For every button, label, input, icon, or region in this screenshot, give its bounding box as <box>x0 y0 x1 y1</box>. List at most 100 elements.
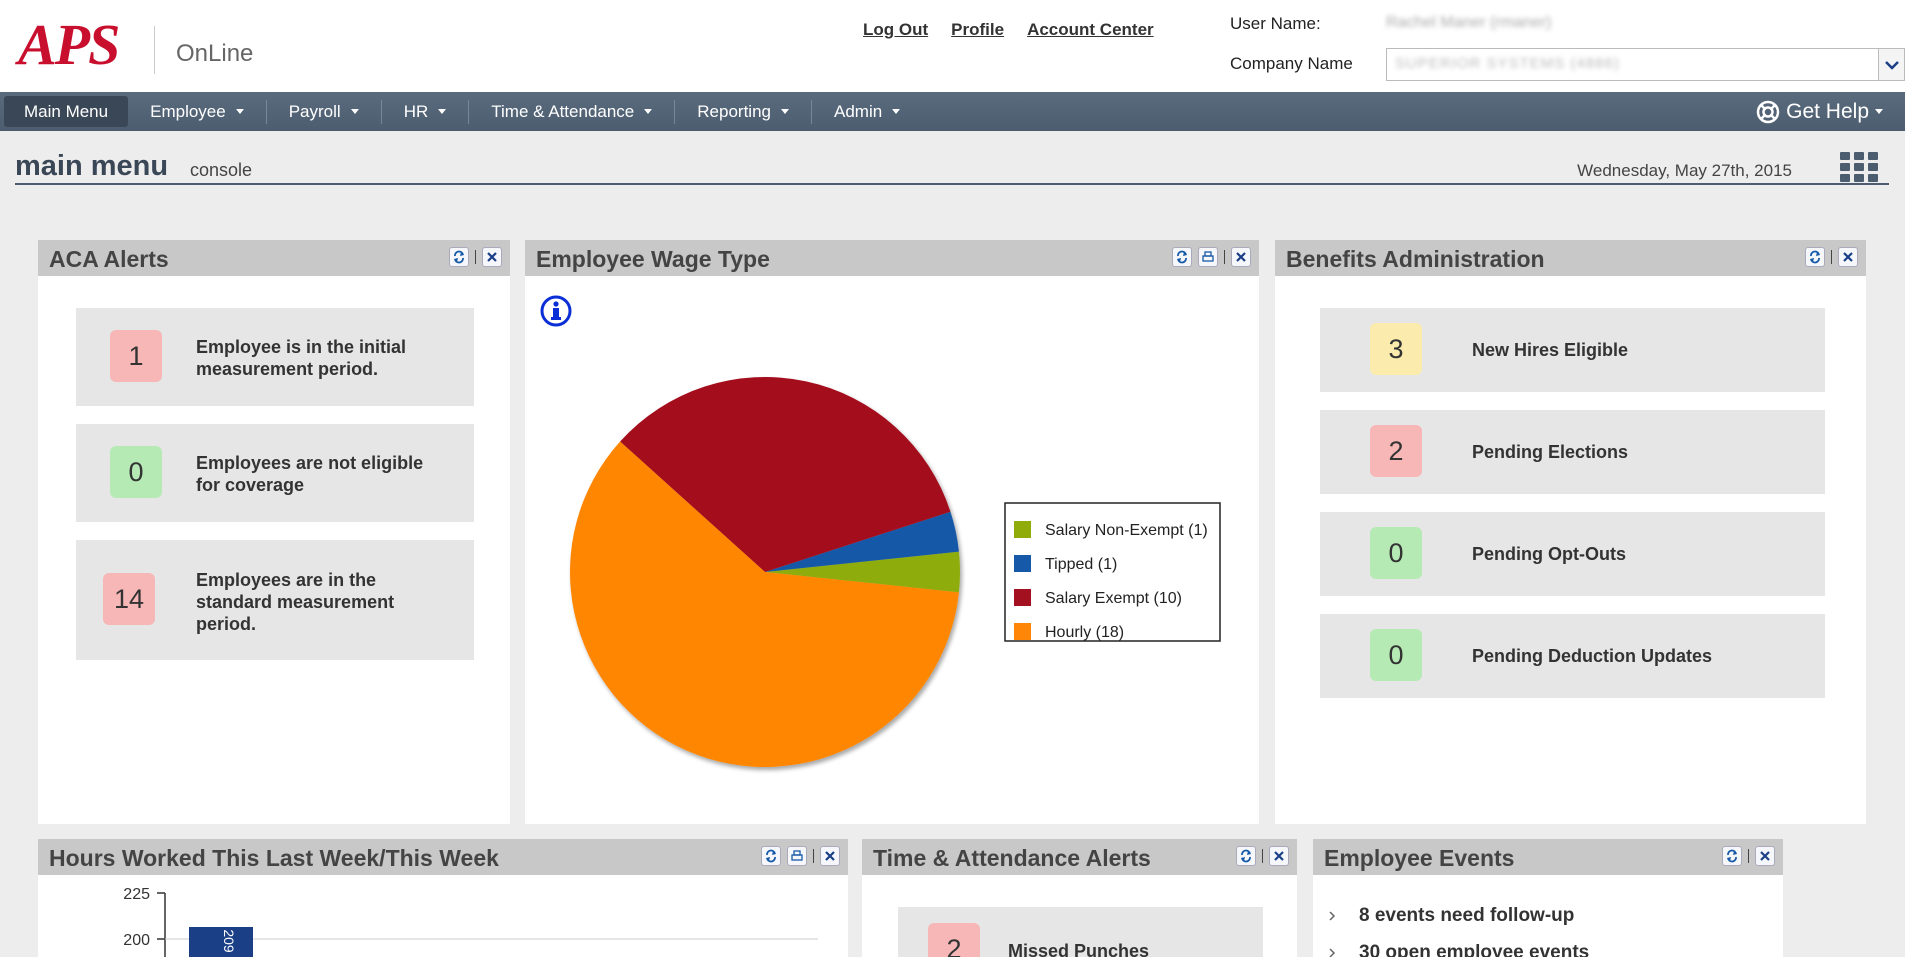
hours-bar-chart: 225 200 209 <box>123 886 818 957</box>
nav-label: Admin <box>833 101 883 121</box>
nav-divider <box>265 99 267 124</box>
grid-icon[interactable] <box>1840 152 1878 182</box>
chevron-down-icon[interactable] <box>1878 49 1904 80</box>
nav-main-menu[interactable]: Main Menu <box>4 96 129 127</box>
aca-alert-card[interactable]: 14 Employees are in the standard measure… <box>76 540 474 660</box>
benefit-count-badge: 2 <box>1370 425 1422 477</box>
panel-header: Time & Attendance Alerts <box>862 839 1297 875</box>
lifebuoy-icon <box>1756 100 1780 123</box>
close-icon[interactable] <box>1231 247 1251 267</box>
close-icon[interactable] <box>1755 846 1775 866</box>
nav-divider <box>468 99 470 124</box>
nav-employee[interactable]: Employee <box>128 92 266 131</box>
caret-down-icon <box>780 109 789 114</box>
title-rule <box>15 183 1889 185</box>
pie-slice-salary-non-exempt[interactable] <box>765 551 960 593</box>
y-tick-label: 200 <box>123 932 150 949</box>
close-icon[interactable] <box>482 247 502 267</box>
refresh-icon[interactable] <box>449 247 469 267</box>
pie-slice-tipped[interactable] <box>765 511 959 572</box>
benefit-count-badge: 3 <box>1370 323 1422 375</box>
nav-label: Main Menu <box>24 101 109 121</box>
y-tick-label: 225 <box>123 886 150 903</box>
nav-admin[interactable]: Admin <box>812 92 922 131</box>
tool-divider <box>1262 849 1263 863</box>
panel-header: Benefits Administration <box>1275 240 1866 276</box>
print-icon[interactable] <box>787 846 807 866</box>
aca-alerts-panel: ACA Alerts 1 Employee is in the initial … <box>38 240 510 824</box>
panel-title: Time & Attendance Alerts <box>873 845 1151 871</box>
close-icon[interactable] <box>820 846 840 866</box>
refresh-icon[interactable] <box>761 846 781 866</box>
nav-payroll[interactable]: Payroll <box>267 92 381 131</box>
panel-header: ACA Alerts <box>38 240 510 276</box>
company-select[interactable]: SUPERIOR SYSTEMS (4886) <box>1386 48 1905 81</box>
benefit-label: Pending Deduction Updates <box>1472 646 1713 666</box>
legend-swatch <box>1014 623 1031 640</box>
nav-time-attendance[interactable]: Time & Attendance <box>469 92 674 131</box>
caret-down-icon <box>438 109 447 114</box>
user-name-label: User Name: <box>1230 14 1321 33</box>
event-link[interactable]: 8 events need follow-up <box>1327 905 1574 927</box>
benefit-item[interactable]: 3 New Hires Eligible <box>1320 308 1825 392</box>
panel-title: Benefits Administration <box>1286 246 1545 272</box>
close-icon[interactable] <box>1269 846 1289 866</box>
print-icon[interactable] <box>1198 247 1218 267</box>
aps-logo[interactable]: APS <box>18 12 120 77</box>
aca-alert-card[interactable]: 0 Employees are not eligible for coverag… <box>76 424 474 522</box>
info-icon[interactable] <box>540 295 572 327</box>
tool-divider <box>1831 250 1832 264</box>
benefit-count-badge: 0 <box>1370 629 1422 681</box>
header: APS OnLine Log Out Profile Account Cente… <box>0 0 1905 92</box>
close-icon[interactable] <box>1838 247 1858 267</box>
benefit-item[interactable]: 2 Pending Elections <box>1320 410 1825 494</box>
alert-text: Employees are not eligible for coverage <box>196 453 424 495</box>
get-help-button[interactable]: Get Help <box>1756 92 1883 131</box>
nav-divider <box>674 99 676 124</box>
benefit-label: Pending Opt-Outs <box>1472 544 1626 564</box>
refresh-icon[interactable] <box>1722 846 1742 866</box>
nav-hr[interactable]: HR <box>382 92 469 131</box>
panel-header: Hours Worked This Last Week/This Week <box>38 839 848 875</box>
refresh-icon[interactable] <box>1805 247 1825 267</box>
company-select-value: SUPERIOR SYSTEMS (4886) <box>1395 55 1620 72</box>
panel-tools <box>449 247 502 267</box>
tool-divider <box>1748 849 1749 863</box>
alert-text: Missed Punches <box>1008 941 1150 957</box>
caret-down-icon <box>235 109 244 114</box>
caret-down-icon <box>1875 109 1883 114</box>
event-link[interactable]: 30 open employee events <box>1327 942 1589 957</box>
alert-count-badge: 2 <box>928 923 980 957</box>
pie-slice-hourly[interactable] <box>570 441 959 767</box>
page-title: main menu <box>15 150 169 182</box>
profile-link[interactable]: Profile <box>951 20 1005 39</box>
benefit-item[interactable]: 0 Pending Opt-Outs <box>1320 512 1825 596</box>
page-subtitle: console <box>190 160 253 180</box>
refresh-icon[interactable] <box>1172 247 1192 267</box>
panel-tools <box>761 846 840 866</box>
nav-divider <box>380 99 382 124</box>
alert-text: Employees are in the standard measuremen… <box>196 570 395 634</box>
aca-alert-card[interactable]: 1 Employee is in the initial measurement… <box>76 308 474 406</box>
refresh-icon[interactable] <box>1236 846 1256 866</box>
logout-link[interactable]: Log Out <box>863 20 929 39</box>
employee-wage-type-panel: Employee Wage Type Salary Non-Exempt (1)… <box>525 240 1259 824</box>
ta-alert-card[interactable]: 2 Missed Punches <box>898 907 1263 957</box>
nav-reporting[interactable]: Reporting <box>675 92 811 131</box>
company-name-label: Company Name <box>1230 54 1353 73</box>
benefit-item[interactable]: 0 Pending Deduction Updates <box>1320 614 1825 698</box>
account-center-link[interactable]: Account Center <box>1027 20 1154 39</box>
caret-down-icon <box>892 109 901 114</box>
pie-slice-salary-exempt[interactable] <box>620 377 951 572</box>
benefit-label: New Hires Eligible <box>1472 340 1629 360</box>
legend-swatch <box>1014 521 1031 538</box>
bar-label: 209 <box>221 929 237 953</box>
current-date: Wednesday, May 27th, 2015 <box>1577 161 1792 180</box>
bar[interactable] <box>189 927 253 957</box>
caret-down-icon <box>350 109 359 114</box>
legend-swatch <box>1014 555 1031 572</box>
product-name: OnLine <box>176 40 254 67</box>
main-nav: Main Menu Employee Payroll HR Time & Att… <box>0 92 1905 131</box>
event-link-label: 8 events need follow-up <box>1359 905 1575 926</box>
panel-tools <box>1805 247 1858 267</box>
